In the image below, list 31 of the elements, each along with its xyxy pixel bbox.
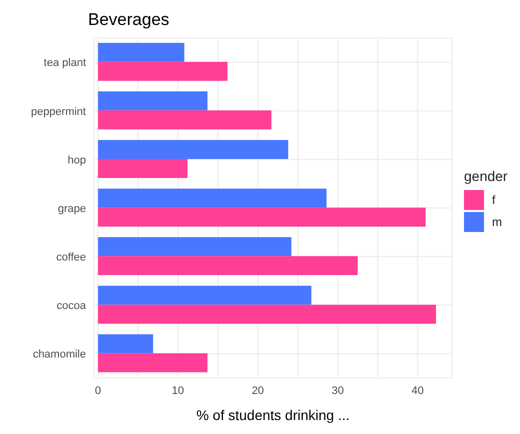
x-tick-label: 30 xyxy=(332,384,344,397)
x-tick-label: 10 xyxy=(172,384,184,397)
x-tick-label: 0 xyxy=(94,384,102,397)
y-tick-label: cocoa xyxy=(56,300,87,312)
bar xyxy=(98,188,327,208)
bar xyxy=(98,140,288,159)
legend-label: f xyxy=(492,193,496,207)
bar xyxy=(98,334,154,354)
bar xyxy=(98,208,426,227)
y-tick-label: tea plant xyxy=(44,57,86,70)
bar xyxy=(98,159,188,178)
bar xyxy=(98,42,184,62)
x-tick-label: 40 xyxy=(412,384,424,397)
x-axis-title: % of students drinking ... xyxy=(196,407,350,423)
bar xyxy=(98,110,272,130)
x-tick-label: 20 xyxy=(252,384,264,397)
bar xyxy=(98,91,208,110)
y-tick-label: coffee xyxy=(56,251,86,264)
bar xyxy=(98,256,358,276)
y-tick-label: peppermint xyxy=(30,106,86,118)
legend-label: m xyxy=(492,215,502,229)
y-tick-label: grape xyxy=(58,202,86,215)
y-tick-label: hop xyxy=(68,154,86,166)
bar xyxy=(98,286,312,305)
y-tick-label: chamomile xyxy=(32,348,86,361)
chart-title: Beverages xyxy=(88,10,170,31)
legend-title: gender xyxy=(464,168,508,184)
bar xyxy=(98,237,292,256)
bar xyxy=(98,304,436,324)
bar xyxy=(98,62,228,81)
bar xyxy=(98,353,208,372)
